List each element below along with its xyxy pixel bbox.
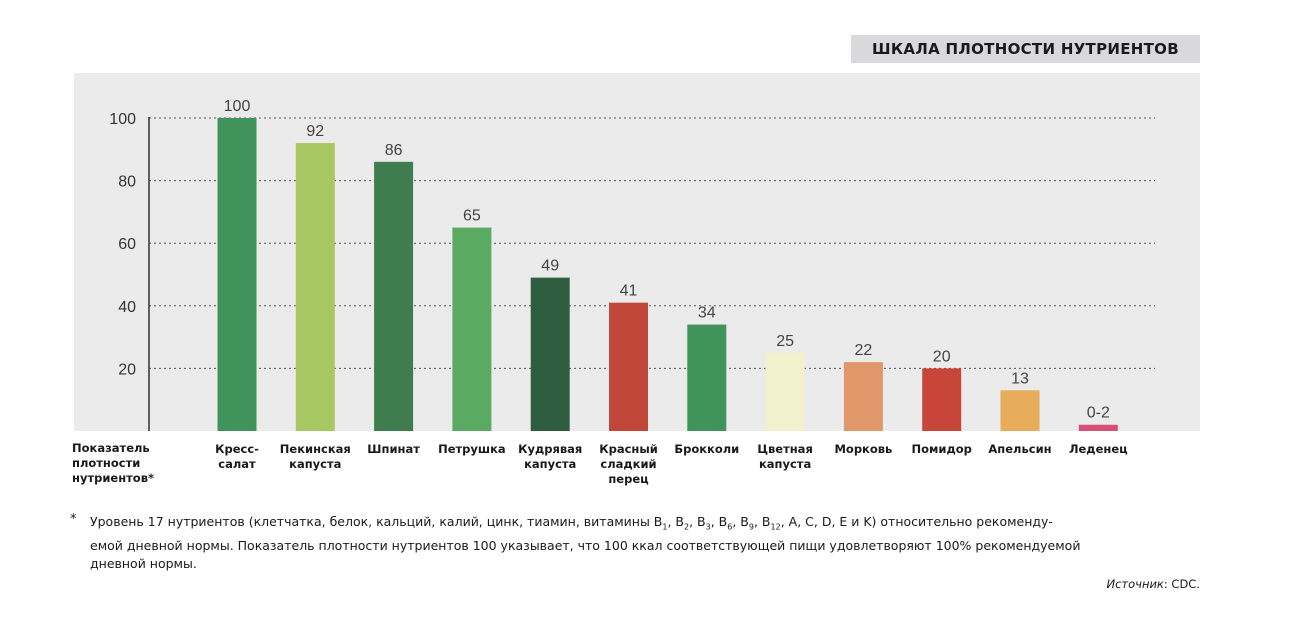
footnote-line-1b: , A, C, D, E и K) относительно рекоменду… — [780, 514, 1053, 529]
bar-value-label-8: 22 — [855, 342, 873, 359]
category-label-0-line-1: салат — [218, 457, 256, 471]
y-axis-caption-line-1: Показатель — [72, 441, 150, 455]
y-tick-label-80: 80 — [118, 174, 136, 191]
source-note: Источник: CDC. — [1106, 577, 1200, 591]
category-label-1-line-0: Пекинская — [280, 442, 351, 456]
bar-7 — [765, 352, 805, 431]
y-axis-caption-line-3: нутриентов* — [72, 471, 154, 485]
footnote-line-2: емой дневной нормы. Показатель плотности… — [90, 537, 1081, 553]
category-label-4-line-1: капуста — [524, 457, 576, 471]
bar-value-label-9: 20 — [933, 348, 951, 365]
category-label-3-line-0: Петрушка — [438, 442, 506, 456]
footnote-marker: * — [70, 512, 77, 527]
bar-value-label-3: 65 — [463, 208, 481, 225]
category-label-5: Красный сладкий перец — [599, 442, 658, 486]
y-tick-label-100: 100 — [109, 111, 136, 128]
category-label-9: Помидор — [911, 442, 971, 456]
category-label-1-line-1: капуста — [289, 457, 341, 471]
bar-1 — [295, 143, 335, 432]
footnote-sub-6: 12 — [770, 522, 781, 532]
category-label-1: Пекинская капуста — [280, 442, 351, 471]
footnote-line-1a: Уровень 17 нутриентов (клетчатка, белок,… — [90, 514, 663, 529]
footnote-sub-2: 2 — [684, 522, 690, 532]
bar-value-label-7: 25 — [776, 333, 794, 350]
category-label-7-line-0: Цветная — [757, 442, 813, 456]
bar-3 — [452, 227, 492, 431]
chart-title-box: ШКАЛА ПЛОТНОСТИ НУТРИЕНТОВ — [851, 35, 1200, 63]
footnote-text: Уровень 17 нутриентов (клетчатка, белок,… — [90, 514, 1081, 571]
category-label-11: Леденец — [1069, 442, 1128, 456]
category-label-8-line-0: Морковь — [834, 442, 892, 456]
category-label-7: Цветная капуста — [757, 442, 813, 471]
bar-9 — [922, 368, 962, 431]
category-label-3: Петрушка — [438, 442, 506, 456]
category-label-5-line-1: сладкий — [600, 457, 656, 471]
footnote-sub-4: 6 — [727, 522, 733, 532]
bar-0 — [217, 118, 257, 431]
category-label-2-line-0: Шпинат — [367, 442, 420, 456]
category-label-2: Шпинат — [367, 442, 420, 456]
y-axis-caption-line-2: плотности — [72, 456, 141, 470]
source-label: Источник — [1106, 577, 1164, 591]
footnote-sub-3: 3 — [705, 522, 711, 532]
footnote-line-3: дневной нормы. — [90, 555, 197, 571]
bar-8 — [843, 362, 883, 431]
category-label-0-line-0: Кресс- — [215, 442, 259, 456]
y-tick-label-60: 60 — [118, 236, 136, 253]
y-axis-caption: Показатель плотности нутриентов* — [72, 441, 182, 486]
category-label-6: Брокколи — [674, 442, 739, 456]
footnote-sub-5: 9 — [748, 522, 754, 532]
category-label-6-line-0: Брокколи — [674, 442, 739, 456]
bar-11 — [1078, 424, 1118, 431]
category-label-5-line-0: Красный — [599, 442, 658, 456]
category-label-4: Кудрявая капуста — [518, 442, 582, 471]
bar-value-label-4: 49 — [541, 258, 559, 275]
chart-title: ШКАЛА ПЛОТНОСТИ НУТРИЕНТОВ — [872, 40, 1179, 58]
bar-value-label-6: 34 — [698, 305, 716, 322]
bar-5 — [609, 302, 648, 431]
bar-value-label-0: 100 — [224, 98, 251, 115]
bar-value-label-2: 86 — [385, 142, 403, 159]
bar-value-label-11: 0-2 — [1087, 405, 1110, 422]
category-label-11-line-0: Леденец — [1069, 442, 1128, 456]
category-label-0: Кресс-салат — [215, 442, 259, 471]
bar-10 — [1000, 390, 1040, 431]
category-label-5-line-2: перец — [608, 472, 649, 486]
category-label-10-line-0: Апельсин — [988, 442, 1051, 456]
bar-6 — [687, 324, 727, 431]
bar-4 — [530, 277, 570, 431]
bar-value-label-5: 41 — [620, 283, 638, 300]
source-value: : CDC. — [1163, 577, 1200, 591]
y-tick-label-40: 40 — [118, 299, 136, 316]
bar-value-label-1: 92 — [306, 123, 324, 140]
y-tick-label-20: 20 — [118, 361, 136, 378]
footnote: * Уровень 17 нутриентов (клетчатка, бело… — [70, 512, 1212, 573]
bar-value-label-10: 13 — [1011, 370, 1029, 387]
category-label-9-line-0: Помидор — [911, 442, 971, 456]
category-label-10: Апельсин — [988, 442, 1051, 456]
category-label-7-line-1: капуста — [759, 457, 811, 471]
bar-2 — [374, 161, 414, 431]
category-label-4-line-0: Кудрявая — [518, 442, 582, 456]
footnote-sub-1: 1 — [662, 522, 668, 532]
category-label-8: Морковь — [834, 442, 892, 456]
